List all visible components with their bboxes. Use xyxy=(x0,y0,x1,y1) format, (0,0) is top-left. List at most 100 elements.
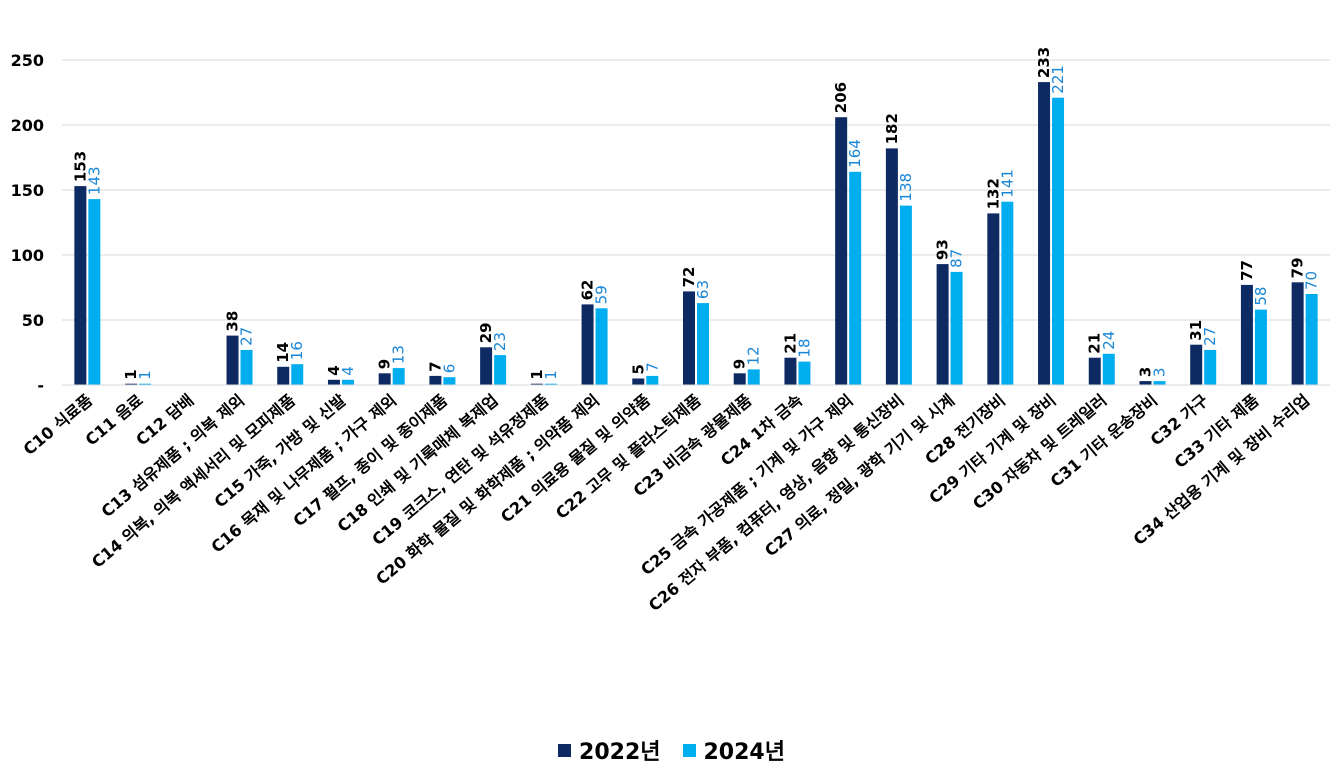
bar-2022 xyxy=(885,148,898,385)
data-label-2022: 1 xyxy=(528,369,546,379)
bar-2022 xyxy=(1291,282,1304,385)
data-label-2024: 27 xyxy=(1201,327,1219,346)
data-label-2022: 7 xyxy=(426,361,444,371)
bar-2024 xyxy=(1204,349,1217,385)
data-label-2022: 21 xyxy=(1086,333,1104,354)
bar-2022 xyxy=(74,186,87,385)
bar-2022 xyxy=(1038,82,1051,385)
data-label-2022: 1 xyxy=(122,369,140,379)
data-label-2024: 27 xyxy=(238,327,256,346)
legend-label-2024: 2024년 xyxy=(703,740,785,765)
y-tick-label: - xyxy=(37,376,44,395)
data-label-2024: 141 xyxy=(998,169,1016,198)
bar-2024 xyxy=(798,361,811,385)
bar-2024 xyxy=(646,375,659,385)
bar-2024 xyxy=(595,308,608,385)
legend-item-2022: 2022년 xyxy=(558,734,661,766)
legend: 2022년 2024년 xyxy=(0,734,1343,766)
data-label-2024: 7 xyxy=(643,362,661,372)
legend-swatch-2022 xyxy=(558,743,572,757)
y-tick-label: 150 xyxy=(11,181,44,200)
data-label-2022: 72 xyxy=(680,267,698,288)
bar-2024 xyxy=(1305,294,1318,385)
bar-2024 xyxy=(950,271,963,385)
data-label-2022: 153 xyxy=(71,151,89,182)
data-label-2022: 93 xyxy=(934,239,952,260)
data-label-2024: 4 xyxy=(339,366,357,376)
bar-2024 xyxy=(1001,201,1014,385)
bar-2022 xyxy=(125,383,138,385)
data-label-2024: 59 xyxy=(593,285,611,304)
bar-2024 xyxy=(1102,353,1115,385)
y-tick-label: 50 xyxy=(22,311,44,330)
data-label-2024: 58 xyxy=(1252,287,1270,306)
bar-2022 xyxy=(581,304,594,385)
data-label-2022: 62 xyxy=(579,280,597,301)
bar-2024 xyxy=(697,303,709,385)
data-label-2024: 24 xyxy=(1100,331,1118,350)
data-label-2022: 3 xyxy=(1136,367,1154,377)
bar-2024 xyxy=(494,355,507,385)
bar-2024 xyxy=(139,383,152,385)
bar-2022 xyxy=(1139,381,1152,385)
bar-2022 xyxy=(1088,357,1101,385)
data-label-2022: 38 xyxy=(224,311,242,332)
bar-2024 xyxy=(291,364,304,385)
data-label-2022: 132 xyxy=(984,178,1002,209)
data-label-2024: 1 xyxy=(542,370,560,380)
data-label-2022: 4 xyxy=(325,365,343,375)
data-label-2024: 13 xyxy=(390,345,408,364)
data-label-2022: 21 xyxy=(781,333,799,354)
bar-2022 xyxy=(429,375,442,385)
y-tick-label: 250 xyxy=(11,51,44,70)
bar-2022 xyxy=(530,383,543,385)
data-label-2024: 70 xyxy=(1303,271,1321,290)
data-label-2022: 5 xyxy=(629,364,647,374)
bar-2024 xyxy=(341,379,354,385)
bar-2022 xyxy=(277,366,290,385)
bar-2024 xyxy=(849,171,862,385)
bar-2022 xyxy=(480,347,493,385)
legend-swatch-2024 xyxy=(682,743,696,757)
bar-2022 xyxy=(683,291,695,385)
data-label-2022: 9 xyxy=(731,359,749,369)
data-label-2024: 138 xyxy=(897,173,915,202)
bar-2022 xyxy=(327,379,340,385)
bar-2022 xyxy=(632,378,645,385)
bar-2024 xyxy=(392,368,405,385)
data-label-2024: 6 xyxy=(440,364,458,374)
bar-2024 xyxy=(88,199,101,385)
data-label-2024: 164 xyxy=(846,139,864,168)
bar-2024 xyxy=(1153,381,1166,385)
bar-2022 xyxy=(733,373,746,385)
data-label-2024: 16 xyxy=(288,341,306,360)
bar-2022 xyxy=(1190,344,1203,385)
legend-item-2024: 2024년 xyxy=(682,734,785,766)
data-label-2024: 63 xyxy=(694,280,712,299)
bar-2024 xyxy=(1254,309,1267,385)
data-label-2024: 143 xyxy=(85,166,103,195)
y-tick-label: 200 xyxy=(11,116,44,135)
bar-2024 xyxy=(544,383,557,385)
data-label-2022: 79 xyxy=(1289,257,1307,278)
bar-2022 xyxy=(1240,284,1253,385)
data-label-2022: 31 xyxy=(1187,320,1205,341)
data-label-2022: 9 xyxy=(376,359,394,369)
bar-2024 xyxy=(1052,97,1065,385)
data-label-2024: 87 xyxy=(948,249,966,268)
bar-2022 xyxy=(835,117,848,385)
data-label-2024: 18 xyxy=(795,339,813,358)
bar-2024 xyxy=(899,205,912,385)
x-category-label: C10 식료품 xyxy=(20,390,97,459)
bar-2022 xyxy=(936,264,949,385)
data-label-2024: 3 xyxy=(1150,368,1168,378)
data-label-2024: 12 xyxy=(745,346,763,365)
bar-2024 xyxy=(443,377,456,385)
data-label-2022: 182 xyxy=(883,113,901,144)
bar-2024 xyxy=(240,349,253,385)
legend-label-2022: 2022년 xyxy=(579,740,661,765)
data-label-2022: 77 xyxy=(1238,260,1256,281)
bar-2022 xyxy=(378,373,391,385)
